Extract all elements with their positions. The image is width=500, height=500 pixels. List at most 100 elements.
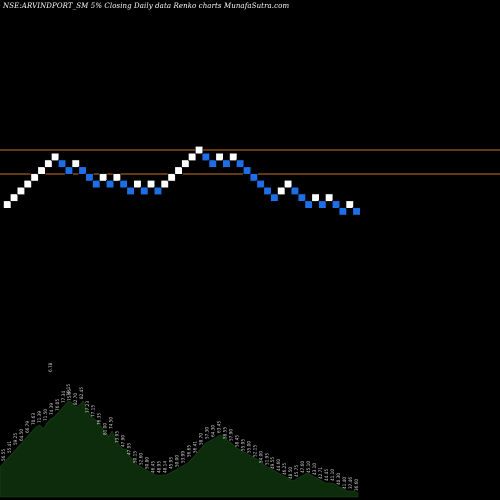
renko-brick-down xyxy=(92,180,101,189)
volume-label: 52.60 xyxy=(139,453,144,465)
renko-brick-up xyxy=(133,180,142,189)
volume-label: 56.65 xyxy=(187,445,192,457)
volume-label: 51.95 xyxy=(264,453,269,465)
renko-brick-down xyxy=(64,166,73,175)
renko-brick-up xyxy=(167,173,176,182)
renko-brick-down xyxy=(290,186,300,195)
volume-label: 44.45 xyxy=(324,469,329,481)
volume-label: 37.46 xyxy=(348,477,353,489)
volume-label: 36.60 xyxy=(354,479,359,491)
renko-brick-up xyxy=(229,152,238,161)
volume-label: 57.30 xyxy=(204,427,209,439)
volume-label: 45.75 xyxy=(294,465,299,477)
renko-brick-up xyxy=(160,180,169,189)
volume-label: 48.95 xyxy=(157,461,162,473)
renko-brick-up xyxy=(3,200,12,209)
volume-label: 55.00 xyxy=(246,441,251,453)
volume-label: 76.35 xyxy=(97,413,102,425)
volume-label: 45.10 xyxy=(306,461,311,473)
renko-brick-down xyxy=(208,159,217,168)
volume-label: 44.60 xyxy=(276,459,281,471)
volume-label: 76.05 xyxy=(55,399,60,411)
volume-label: 43.10 xyxy=(312,463,317,475)
renko-brick-up xyxy=(23,180,32,189)
volume-label: 48.50 xyxy=(288,467,293,479)
volume-label: 58.70 xyxy=(198,433,203,445)
volume-label: 55.95 xyxy=(240,439,245,451)
volume-label: 50.80 xyxy=(145,457,150,469)
renko-brick-down xyxy=(263,186,272,195)
renko-brick-up xyxy=(283,180,293,189)
volume-label: 49.55 xyxy=(270,457,275,469)
renko-brick-up xyxy=(181,159,190,168)
renko-brick-down xyxy=(140,186,149,195)
volume-label: 63.45 xyxy=(216,421,221,433)
volume-profile xyxy=(0,400,359,498)
renko-brick-down xyxy=(318,200,327,209)
volume-label: 46.25 xyxy=(282,463,287,475)
renko-brick-up xyxy=(16,186,26,195)
renko-brick-up xyxy=(44,159,53,168)
volume-label: 66.79 xyxy=(25,421,30,433)
renko-brick-down xyxy=(352,207,361,216)
volume-label: 70.63 xyxy=(31,413,36,425)
volume-label: 40.30 xyxy=(336,473,341,485)
volume-label: 64.50 xyxy=(19,429,24,441)
volume-label: 54.00 xyxy=(258,451,263,463)
volume-label: 56.41 xyxy=(193,441,198,453)
volume-label: 71.39 xyxy=(37,411,42,423)
renko-brick-down xyxy=(119,180,128,189)
renko-brick-up xyxy=(147,180,156,189)
volume-label: 56.55 xyxy=(1,449,6,461)
volume-label: 55.41 xyxy=(7,441,12,453)
renko-brick-up xyxy=(112,173,121,182)
renko-brick-up xyxy=(51,152,60,161)
volume-label: 47.60 xyxy=(300,461,305,473)
volume-label: 52.15 xyxy=(252,445,257,457)
volume-label: 42.71 xyxy=(318,467,323,479)
volume-label: 50.00 xyxy=(175,455,180,467)
volume-label: 53.99 xyxy=(181,451,186,463)
volume-area xyxy=(0,400,359,498)
renko-brick-down xyxy=(249,173,258,182)
renko-brick-up xyxy=(325,193,334,202)
volume-label: 41.40 xyxy=(342,477,347,489)
volume-label: 75.65 xyxy=(67,389,72,401)
renko-brick-up xyxy=(174,166,183,175)
renko-brick-down xyxy=(338,207,347,216)
volume-label: 74.39 xyxy=(49,403,54,415)
renko-brick-down xyxy=(297,193,306,202)
volume-label: 81.00 xyxy=(103,423,108,435)
renko-brick-up xyxy=(37,166,46,175)
renko-brick-up xyxy=(311,193,320,202)
renko-brick-down xyxy=(243,166,252,175)
renko-brick-down xyxy=(201,152,210,161)
volume-label: 47.90 xyxy=(121,435,126,447)
volume-label: 77.34 xyxy=(61,391,66,403)
renko-brick-up xyxy=(71,159,80,168)
renko-brick-down xyxy=(270,193,279,202)
volume-label: 64.30 xyxy=(210,425,215,437)
renko-brick-down xyxy=(222,159,231,168)
renko-brick-down xyxy=(126,186,135,195)
renko-brick-down xyxy=(153,186,162,195)
renko-bricks xyxy=(3,146,361,216)
volume-label: 58.45 xyxy=(234,435,239,447)
renko-brick-down xyxy=(236,159,245,168)
volume-top-label: 6.78 xyxy=(48,362,53,372)
renko-brick-down xyxy=(256,180,265,189)
chart-title: NSE:ARVINDPORT_SM 5% Closing Daily data … xyxy=(3,2,290,10)
renko-brick-up xyxy=(345,200,354,209)
volume-label: 82.45 xyxy=(79,387,84,399)
renko-brick-down xyxy=(106,180,115,189)
renko-brick-down xyxy=(57,159,67,168)
volume-label: 45.95 xyxy=(169,457,174,469)
volume-label: 59.25 xyxy=(13,433,18,445)
volume-label: 77.23 xyxy=(85,401,90,413)
volume-top-label: 76.15 xyxy=(66,384,71,396)
volume-label: 71.50 xyxy=(43,409,48,421)
volume-label: 46.45 xyxy=(151,461,156,473)
renko-brick-up xyxy=(215,152,224,161)
